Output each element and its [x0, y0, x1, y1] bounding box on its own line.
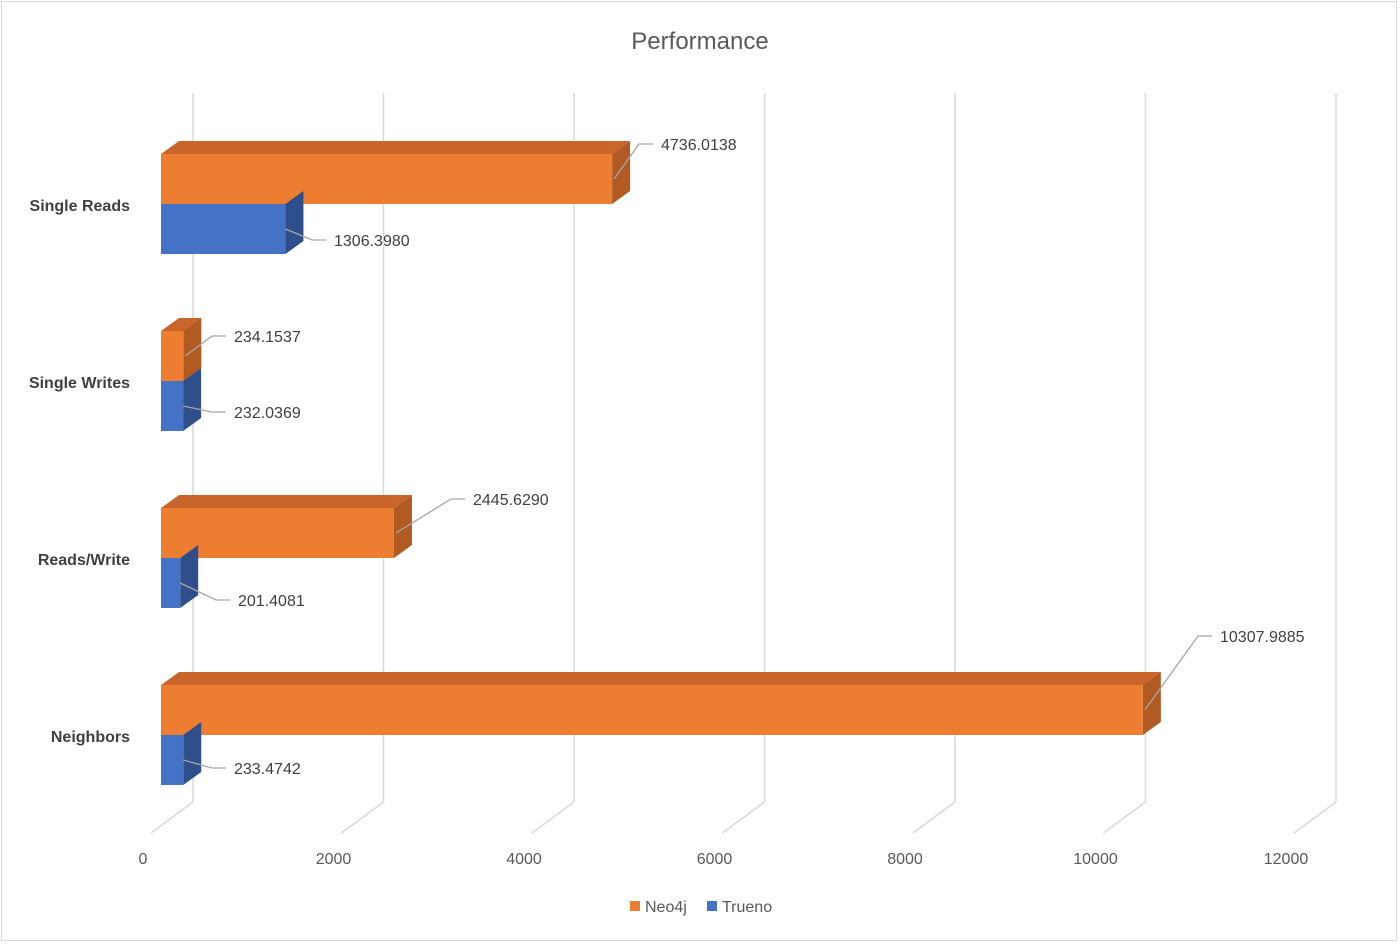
bar-neo4j-reads-write-side: [393, 495, 412, 558]
category-labels: Single Reads Single Writes Reads/Write Neig…: [29, 198, 130, 746]
bar-trueno-reads-write-side: [180, 545, 199, 608]
gridline-floor: [912, 801, 956, 834]
bar-trueno-single-writes: [161, 368, 202, 431]
bar-neo4j-single-writes-front: [161, 331, 184, 381]
bar-trueno-reads-write-front: [161, 558, 181, 608]
bar-neo4j-single-writes-side: [183, 318, 202, 381]
data-label-trueno: 233.4742: [234, 761, 301, 778]
x-tick-label: 10000: [1073, 851, 1118, 868]
leader-line: [395, 498, 465, 534]
gridline-floor: [150, 801, 194, 834]
bar-neo4j-reads-write-top: [161, 495, 412, 508]
x-tick-label: 4000: [506, 851, 542, 868]
gridlines: [150, 93, 1337, 834]
data-labels: 4736.0138 1306.3980 234.1537 232.0369 2445.6…: [234, 137, 1305, 778]
bar-trueno-single-reads: [161, 191, 304, 254]
bar-neo4j-single-writes: [161, 318, 202, 381]
bar-neo4j-single-writes-top: [161, 318, 202, 331]
bar-trueno-neighbors-side: [183, 722, 202, 785]
legend-label-neo4j: Neo4j: [645, 899, 687, 916]
x-axis-ticks: 0 2000 4000 6000 8000 10000 12000: [139, 851, 1309, 868]
chart-title: Performance: [631, 28, 768, 55]
data-label-neo4j: 234.1537: [234, 329, 301, 346]
x-tick-label: 6000: [697, 851, 733, 868]
bar-neo4j-single-reads: [161, 141, 631, 204]
bar-trueno-single-reads-front: [161, 204, 286, 254]
legend-swatch-neo4j: [630, 901, 640, 911]
bar-trueno-single-writes-front: [161, 381, 184, 431]
x-tick-label: 0: [139, 851, 148, 868]
bar-neo4j-reads-write: [161, 495, 412, 558]
legend-label-trueno: Trueno: [722, 899, 772, 916]
bar-neo4j-neighbors-top: [161, 672, 1161, 685]
data-label-neo4j: 10307.9885: [1220, 629, 1305, 646]
legend: Neo4j Trueno: [630, 899, 772, 916]
x-tick-label: 8000: [887, 851, 923, 868]
leader-line: [184, 335, 226, 357]
category-label: Reads/Write: [38, 552, 130, 569]
data-label-leaders: [179, 143, 1212, 769]
data-label-trueno: 232.0369: [234, 405, 301, 422]
bar-neo4j-neighbors-side: [1142, 672, 1161, 735]
bar-trueno-neighbors: [161, 722, 202, 785]
bar-neo4j-neighbors: [161, 672, 1161, 735]
category-label: Neighbors: [51, 729, 130, 746]
leader-line: [179, 582, 230, 601]
gridline-floor: [722, 801, 765, 834]
category-label: Single Writes: [29, 375, 130, 392]
category-label: Single Reads: [30, 198, 131, 215]
x-tick-label: 12000: [1264, 851, 1309, 868]
bar-trueno-single-reads-side: [285, 191, 304, 254]
gridline-floor: [1103, 801, 1146, 834]
gridline-floor: [1293, 801, 1337, 834]
data-label-neo4j: 2445.6290: [473, 492, 549, 509]
gridline-floor: [531, 801, 575, 834]
leader-line: [1144, 635, 1212, 711]
bar-neo4j-single-reads-side: [612, 141, 631, 204]
x-tick-label: 2000: [316, 851, 352, 868]
data-label-neo4j: 4736.0138: [661, 137, 737, 154]
bar-neo4j-reads-write-front: [161, 508, 394, 558]
bar-neo4j-single-reads-top: [161, 141, 631, 154]
bar-neo4j-neighbors-front: [161, 685, 1143, 735]
data-label-trueno: 1306.3980: [334, 233, 410, 250]
leader-line: [285, 228, 326, 241]
leader-line: [182, 405, 226, 413]
bar-trueno-reads-write: [161, 545, 199, 608]
data-label-trueno: 201.4081: [238, 593, 305, 610]
leader-line: [613, 143, 653, 180]
legend-swatch-trueno: [707, 901, 717, 911]
bar-trueno-neighbors-front: [161, 735, 184, 785]
leader-line: [183, 759, 226, 769]
bar-trueno-single-writes-side: [183, 368, 202, 431]
gridline-floor: [341, 801, 384, 834]
bars: [161, 141, 1161, 785]
bar-neo4j-single-reads-front: [161, 154, 613, 204]
